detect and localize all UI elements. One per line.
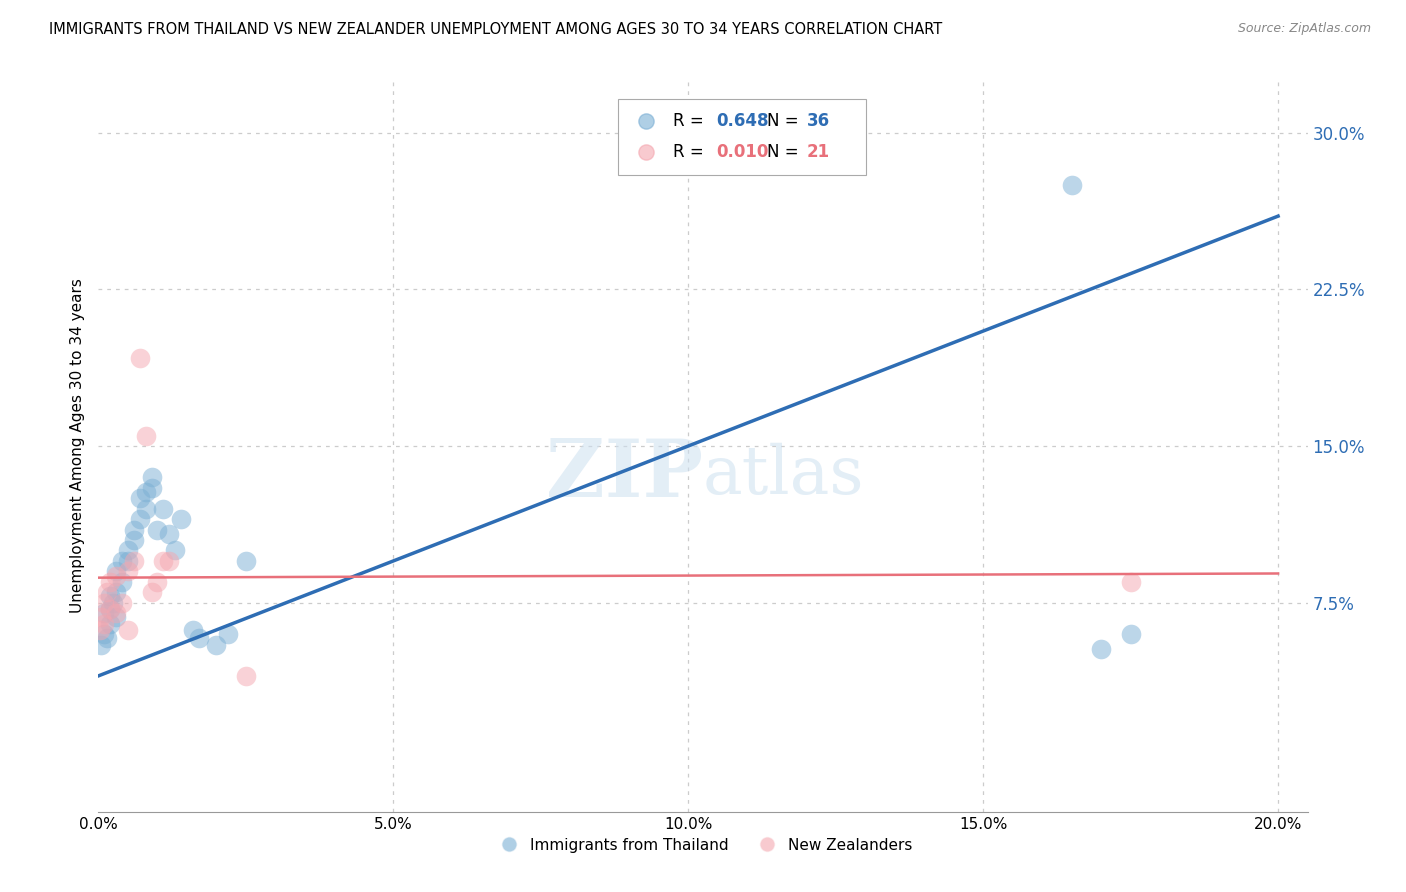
Text: 0.010: 0.010 bbox=[716, 143, 769, 161]
Point bbox=[93, 616, 115, 631]
Point bbox=[205, 638, 228, 652]
Point bbox=[117, 554, 139, 568]
Point bbox=[235, 669, 257, 683]
Text: R =: R = bbox=[673, 112, 709, 129]
Point bbox=[105, 568, 128, 582]
Point bbox=[111, 554, 134, 568]
Point bbox=[105, 565, 128, 579]
Point bbox=[141, 481, 163, 495]
Point bbox=[157, 526, 180, 541]
Point bbox=[117, 543, 139, 558]
Point bbox=[128, 491, 150, 506]
Text: 0.648: 0.648 bbox=[716, 112, 769, 129]
FancyBboxPatch shape bbox=[619, 99, 866, 176]
Text: atlas: atlas bbox=[703, 442, 865, 508]
Point bbox=[111, 596, 134, 610]
Point bbox=[146, 523, 169, 537]
Point bbox=[128, 512, 150, 526]
Point bbox=[101, 596, 124, 610]
Point bbox=[93, 596, 115, 610]
Text: 21: 21 bbox=[807, 143, 830, 161]
Point bbox=[187, 632, 209, 646]
Point bbox=[152, 501, 174, 516]
Text: 36: 36 bbox=[807, 112, 830, 129]
Point bbox=[1119, 574, 1142, 589]
Point bbox=[146, 574, 169, 589]
Point bbox=[135, 428, 157, 442]
Point bbox=[111, 574, 134, 589]
Legend: Immigrants from Thailand, New Zealanders: Immigrants from Thailand, New Zealanders bbox=[488, 831, 918, 859]
Point bbox=[93, 606, 115, 620]
Point bbox=[217, 627, 239, 641]
Point bbox=[122, 533, 145, 547]
Point bbox=[135, 501, 157, 516]
Point bbox=[98, 574, 121, 589]
Point bbox=[1119, 627, 1142, 641]
Point bbox=[152, 554, 174, 568]
Point bbox=[96, 632, 118, 646]
Point bbox=[122, 523, 145, 537]
Point bbox=[98, 602, 121, 616]
Point bbox=[105, 585, 128, 599]
Point bbox=[141, 470, 163, 484]
Point bbox=[1060, 178, 1083, 192]
Point bbox=[165, 543, 187, 558]
Point bbox=[105, 610, 128, 624]
Point bbox=[170, 512, 193, 526]
Point bbox=[98, 616, 121, 631]
Point bbox=[105, 606, 128, 620]
Point bbox=[90, 638, 112, 652]
Text: ZIP: ZIP bbox=[546, 436, 703, 515]
Point bbox=[1090, 641, 1112, 656]
Point bbox=[157, 554, 180, 568]
Point bbox=[98, 590, 121, 604]
Text: N =: N = bbox=[768, 112, 804, 129]
Point bbox=[89, 623, 111, 637]
Point bbox=[235, 554, 257, 568]
Point bbox=[128, 351, 150, 366]
Point bbox=[117, 623, 139, 637]
Text: Source: ZipAtlas.com: Source: ZipAtlas.com bbox=[1237, 22, 1371, 36]
Point bbox=[135, 485, 157, 500]
Y-axis label: Unemployment Among Ages 30 to 34 years: Unemployment Among Ages 30 to 34 years bbox=[69, 278, 84, 614]
Point bbox=[122, 554, 145, 568]
Text: IMMIGRANTS FROM THAILAND VS NEW ZEALANDER UNEMPLOYMENT AMONG AGES 30 TO 34 YEARS: IMMIGRANTS FROM THAILAND VS NEW ZEALANDE… bbox=[49, 22, 942, 37]
Point bbox=[93, 627, 115, 641]
Point bbox=[96, 585, 118, 599]
Point bbox=[90, 610, 112, 624]
Text: N =: N = bbox=[768, 143, 804, 161]
Point bbox=[98, 602, 121, 616]
Point bbox=[117, 565, 139, 579]
Point bbox=[181, 623, 204, 637]
Text: R =: R = bbox=[673, 143, 709, 161]
Point bbox=[141, 585, 163, 599]
